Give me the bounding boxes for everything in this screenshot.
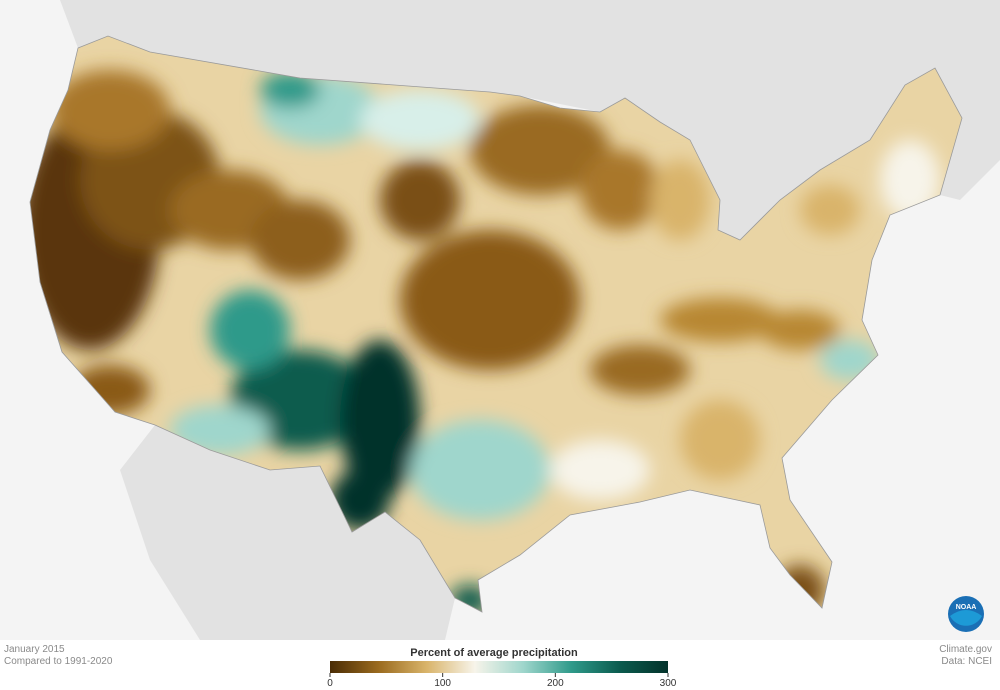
colorbar: [330, 661, 668, 673]
baseline: Compared to 1991-2020: [4, 656, 113, 667]
site: Climate.gov: [939, 644, 992, 655]
data-source: Data: NCEI: [941, 656, 992, 667]
tick-label: 100: [434, 678, 451, 689]
legend-title: Percent of average precipitation: [410, 647, 578, 659]
neighbors: [60, 0, 1000, 640]
date: January 2015: [4, 644, 65, 655]
tick-label: 200: [547, 678, 564, 689]
us-outline: [29, 35, 963, 613]
tick-label: 300: [660, 678, 677, 689]
logo-text: NOAA: [956, 604, 977, 611]
logo: NOAA: [948, 596, 984, 632]
tick-label: 0: [327, 678, 333, 689]
